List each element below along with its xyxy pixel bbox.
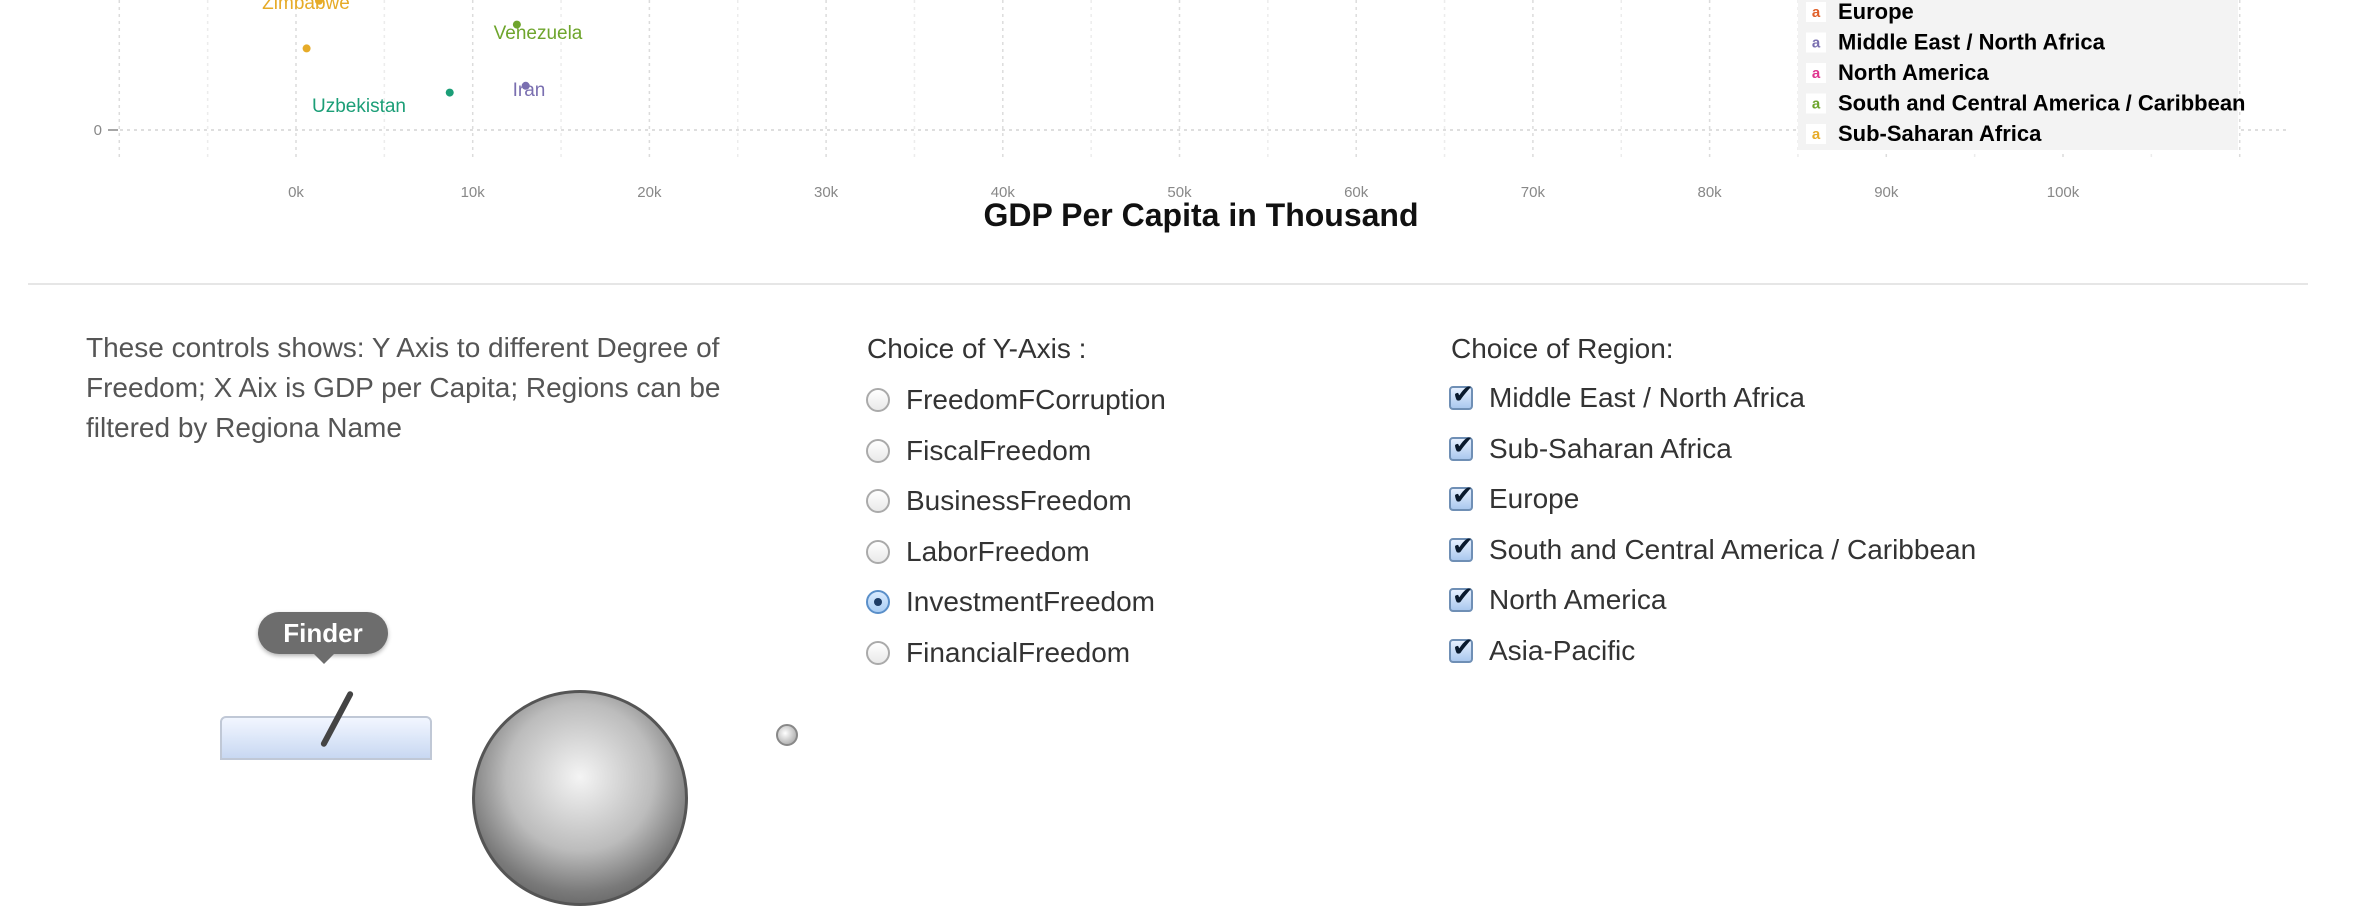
y-axis-option-label: InvestmentFreedom xyxy=(906,586,1155,617)
checkbox[interactable] xyxy=(1449,582,1474,612)
checkbox[interactable] xyxy=(1449,431,1474,461)
x-tick-label: 0k xyxy=(288,184,304,201)
y-axis-option[interactable]: FiscalFreedom xyxy=(866,434,1091,468)
region-option-label: South and Central America / Caribbean xyxy=(1489,533,1977,565)
x-tick-label: 10k xyxy=(461,184,486,201)
point-label: Zimbabwe xyxy=(262,0,350,14)
legend-entry: Middle East / North Africa xyxy=(1838,30,2106,55)
x-tick-label: 80k xyxy=(1698,184,1723,201)
point-labels: Zimbabwe Venezuela Iran Uzbekistan xyxy=(262,0,583,117)
region-option[interactable]: South and Central America / Caribbean xyxy=(1449,532,1977,567)
legend-swatch-glyph: a xyxy=(1812,65,1821,82)
axes: 0k 10k 20k 30k 40k 50k 60k 70k 80k 90k 100k 0 xyxy=(94,122,2080,201)
data-point xyxy=(314,0,323,5)
x-axis-title: GDP Per Capita in Thousand xyxy=(983,197,1418,233)
point-label: Iran xyxy=(513,80,546,101)
legend-key xyxy=(1806,124,1826,144)
checkbox[interactable] xyxy=(1449,633,1474,663)
legend-swatch-glyph: a xyxy=(1812,4,1821,21)
x-tick-label: 30k xyxy=(814,184,839,201)
legend-entry: South and Central America / Caribbean xyxy=(1838,91,2246,116)
radio-button[interactable] xyxy=(866,388,890,412)
y-axis-option-label: FiscalFreedom xyxy=(906,434,1092,466)
data-points xyxy=(302,0,530,97)
data-point xyxy=(302,44,311,53)
dock-tooltip: Finder xyxy=(258,612,388,664)
scatter-chart: 0k 10k 20k 30k 40k 50k 60k 70k 80k 90k 100k 0 Zimba… xyxy=(94,0,2290,233)
x-tick-label: 50k xyxy=(1167,184,1192,201)
disk-icon[interactable] xyxy=(472,690,688,906)
x-tick-label: 40k xyxy=(991,184,1016,201)
y-axis-option[interactable]: FinancialFreedom xyxy=(866,636,1130,670)
y-axis-option-label: BusinessFreedom xyxy=(906,485,1132,516)
checkbox[interactable] xyxy=(1449,380,1474,410)
legend-key xyxy=(1806,63,1826,83)
y-axis-option-label: LaborFreedom xyxy=(906,535,1090,567)
y-tick-label: 0 xyxy=(94,122,102,139)
y-axis-option-label: FreedomFCorruption xyxy=(906,384,1166,415)
y-axis-choice-title: Choice of Y-Axis : xyxy=(867,333,1087,364)
section-divider xyxy=(28,283,2308,285)
data-point xyxy=(512,20,521,29)
x-tick-label: 100k xyxy=(2047,184,2080,201)
finder-icon[interactable] xyxy=(220,716,432,760)
data-point xyxy=(445,88,454,97)
radio-button[interactable] xyxy=(866,438,890,463)
region-option[interactable]: Middle East / North Africa xyxy=(1449,380,1805,415)
region-option-label: Middle East / North Africa xyxy=(1489,382,1805,413)
region-choice-title: Choice of Region: xyxy=(1451,333,1674,364)
point-label: Venezuela xyxy=(494,23,583,44)
radio-button[interactable] xyxy=(866,590,890,614)
knob-icon[interactable] xyxy=(776,724,798,746)
region-option[interactable]: Europe xyxy=(1449,481,1580,516)
x-tick-label: 20k xyxy=(637,184,662,201)
y-axis-option-label: FinancialFreedom xyxy=(906,636,1131,668)
y-axis-option[interactable]: LaborFreedom xyxy=(866,535,1090,569)
legend-entry: North America xyxy=(1838,60,1990,85)
legend-entry: Europe xyxy=(1838,0,1914,24)
region-option[interactable]: North America xyxy=(1449,582,1667,617)
region-option-label: Asia-Pacific xyxy=(1489,634,1636,666)
radio-button[interactable] xyxy=(866,539,890,564)
x-tick-label: 60k xyxy=(1344,184,1369,201)
data-point xyxy=(521,81,530,90)
region-option-label: North America xyxy=(1489,584,1667,615)
region-option-label: Sub-Saharan Africa xyxy=(1489,432,1732,464)
y-axis-option[interactable]: FreedomFCorruption xyxy=(866,383,1166,417)
point-label: Uzbekistan xyxy=(312,96,406,117)
legend-background xyxy=(1798,0,2238,150)
x-tick-label: 90k xyxy=(1874,184,1899,201)
controls-description: These controls shows: Y Axis to differen… xyxy=(86,332,721,443)
radio-button[interactable] xyxy=(866,489,890,513)
checkbox[interactable] xyxy=(1449,481,1474,511)
radio-button[interactable] xyxy=(866,640,890,665)
legend-entry: Sub-Saharan Africa xyxy=(1838,121,2042,146)
x-tick-label: 70k xyxy=(1521,184,1546,201)
legend-swatch-glyph: a xyxy=(1812,96,1821,113)
legend-key xyxy=(1806,32,1826,53)
region-option[interactable]: Sub-Saharan Africa xyxy=(1449,431,1732,466)
region-option-label: Europe xyxy=(1489,483,1580,514)
legend-swatch-glyph: a xyxy=(1812,35,1821,52)
checkbox[interactable] xyxy=(1449,532,1474,562)
legend-swatch-glyph: a xyxy=(1812,126,1821,143)
region-option[interactable]: Asia-Pacific xyxy=(1449,633,1636,668)
y-axis-option[interactable]: InvestmentFreedom xyxy=(866,585,1155,619)
legend-key xyxy=(1806,2,1826,22)
legend-key xyxy=(1806,93,1826,114)
y-axis-option[interactable]: BusinessFreedom xyxy=(866,484,1132,518)
